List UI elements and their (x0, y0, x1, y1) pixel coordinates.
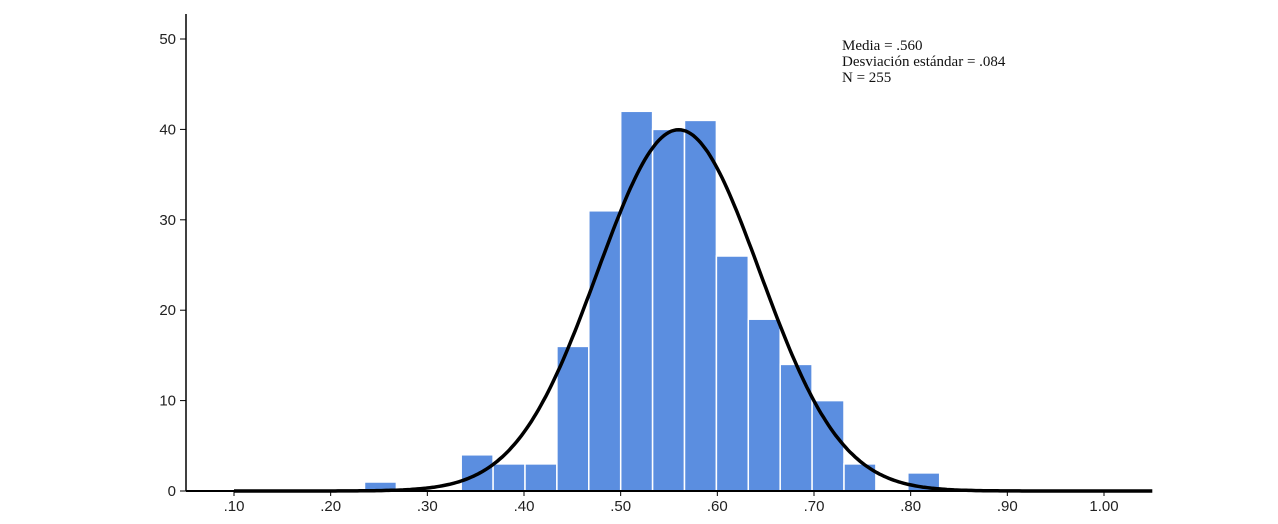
histogram-bar (651, 128, 686, 492)
x-tick-label: .10 (224, 498, 245, 515)
y-tick-label: 30 (159, 212, 176, 229)
histogram-bar (619, 110, 654, 492)
x-tick-label: .90 (997, 498, 1018, 515)
x-tick-label: .40 (514, 498, 535, 515)
x-axis-ticks: .10 .20 .30 .40 .50 .60 .70 .80 .90 1.00 (224, 491, 1119, 515)
stats-annotation: Media = .560 Desviación estándar = .084 … (842, 38, 1006, 86)
histogram-bar (492, 463, 526, 492)
y-tick-label: 40 (159, 121, 176, 138)
y-tick-label: 20 (159, 302, 176, 319)
x-tick-label: .80 (900, 498, 921, 515)
y-tick-label: 50 (159, 31, 176, 48)
stats-mean: Media = .560 (842, 38, 923, 54)
histogram-bar (779, 363, 813, 492)
y-axis-ticks: 0 10 20 30 40 50 (159, 31, 186, 500)
x-tick-label: .20 (320, 498, 341, 515)
x-tick-label: .30 (417, 498, 438, 515)
bars-group (363, 110, 941, 492)
histogram-bar (715, 255, 750, 492)
histogram-bar (524, 463, 558, 492)
x-tick-label: .50 (610, 498, 631, 515)
histogram-bar (811, 399, 845, 492)
stats-n: N = 255 (842, 70, 891, 86)
y-tick-label: 0 (168, 483, 176, 500)
histogram-bar (747, 318, 781, 492)
x-tick-label: .70 (804, 498, 825, 515)
histogram-bar (556, 345, 590, 492)
stats-sd: Desviación estándar = .084 (842, 54, 1006, 70)
y-tick-label: 10 (159, 393, 176, 410)
histogram-bar (683, 119, 718, 492)
x-tick-label: 1.00 (1089, 498, 1118, 515)
x-tick-label: .60 (707, 498, 728, 515)
